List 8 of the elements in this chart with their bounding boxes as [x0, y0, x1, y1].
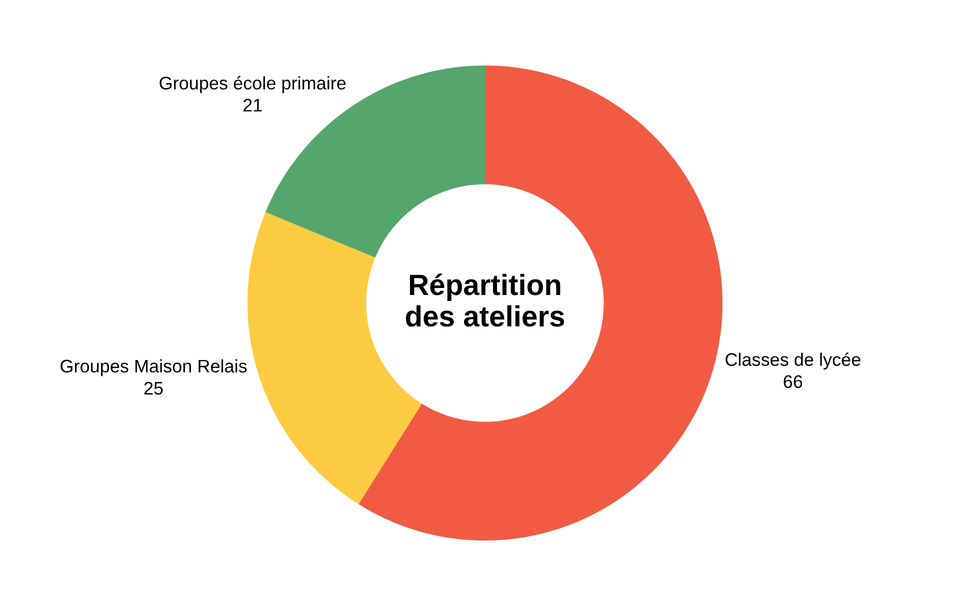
data-label: 21 [243, 98, 262, 112]
slice-label: Groupes école primaire [160, 76, 346, 94]
slice-label: Groupes Maison Relais [60, 359, 247, 376]
data-label: 66 [784, 375, 802, 388]
data-label: 25 [144, 382, 163, 395]
text: Répartition des ateliers [406, 274, 564, 327]
donut-slice [358, 65, 723, 541]
slice-label: Classes de lycée [726, 352, 860, 370]
